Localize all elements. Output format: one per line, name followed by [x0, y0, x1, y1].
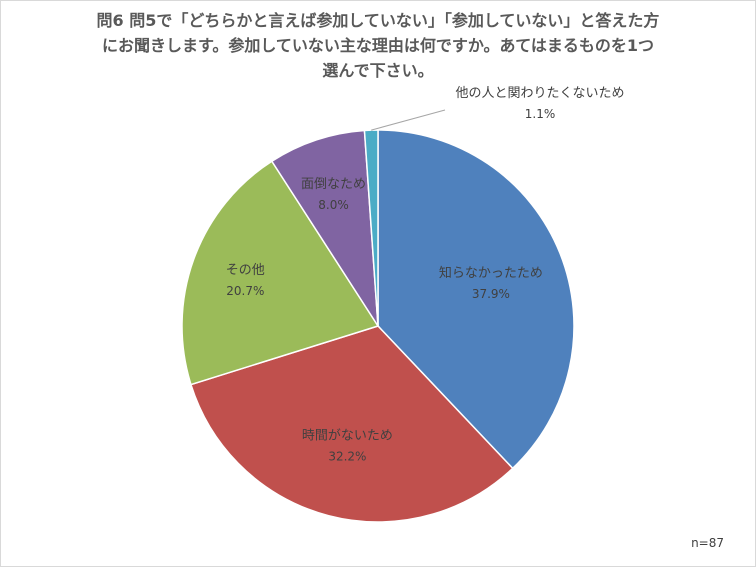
pie-slice-knew-not: [377, 129, 575, 470]
chart-title-line-3: 選んで下さい。: [322, 61, 434, 80]
chart-title: 問6 問5で「どちらかと言えば参加していない」「参加していない」と答えた方 にお…: [0, 8, 756, 83]
slice-label-knew-not: 知らなかったため: [439, 265, 543, 281]
slice-label-other: その他: [226, 263, 265, 278]
chart-title-line-1: 問6 問5で「どちらかと言えば参加していない」「参加していない」と答えた方: [96, 11, 660, 30]
slice-value-no-time: 32.2%: [328, 450, 366, 464]
pie-slice-bothersome: [270, 129, 379, 327]
pie-slice-other: [181, 160, 380, 386]
slice-value-avoid-people: 1.1%: [525, 107, 556, 121]
sample-size-label: n=87: [691, 536, 724, 550]
slice-label-avoid-people: 他の人と関わりたくないため: [455, 86, 624, 101]
leader-line-avoid-people: [371, 109, 446, 131]
slice-value-knew-not: 37.9%: [472, 287, 510, 301]
slice-value-other: 20.7%: [226, 284, 264, 298]
slice-label-bothersome: 面倒なため: [301, 177, 366, 192]
slice-label-no-time: 時間がないため: [302, 429, 393, 444]
slice-value-bothersome: 8.0%: [318, 198, 349, 212]
pie-slice-no-time: [190, 325, 514, 523]
chart-title-line-2: にお聞きします。参加していない主な理由は何ですか。あてはまるものを1つ: [101, 36, 655, 55]
